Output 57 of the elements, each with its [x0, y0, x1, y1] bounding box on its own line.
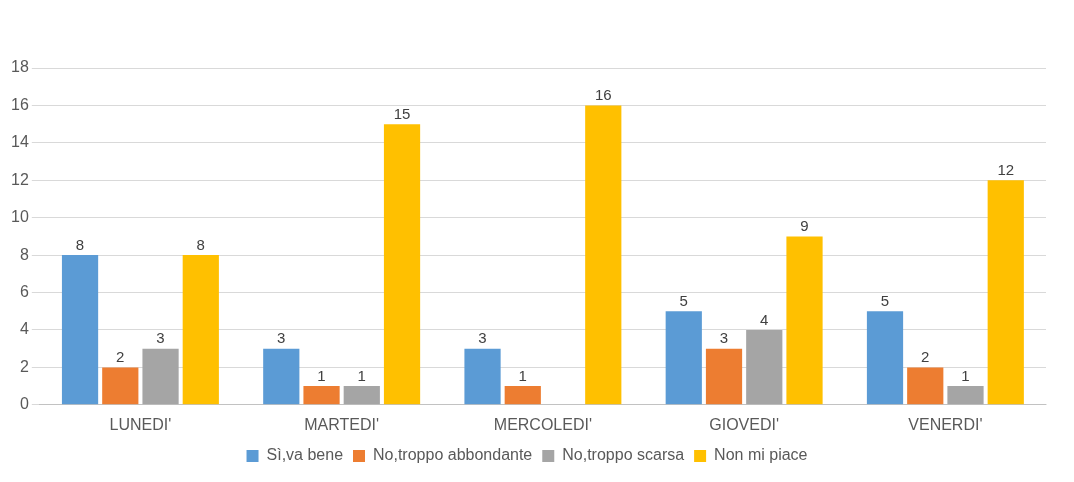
bar: [464, 348, 501, 405]
x-tick-label: VENERDI': [908, 415, 983, 433]
bar: [383, 124, 421, 405]
data-label: 16: [594, 86, 612, 104]
data-label: 8: [75, 235, 85, 253]
x-tick-label: GIOVEDI': [709, 415, 780, 433]
data-label: 15: [393, 104, 411, 122]
data-label: 5: [880, 291, 890, 309]
bar: [907, 367, 944, 405]
bar: [182, 255, 219, 405]
bar: [343, 386, 380, 405]
y-tick-label: 18: [11, 58, 29, 76]
bar: [303, 386, 340, 405]
data-label: 3: [156, 329, 165, 347]
data-label: 1: [518, 366, 527, 384]
legend-label: No,troppo scarsa: [562, 446, 685, 464]
legend-label: Non mi piace: [714, 446, 808, 464]
y-tick-label: 0: [19, 395, 29, 413]
x-tick-label: LUNEDI': [109, 415, 172, 433]
data-label: 1: [357, 366, 366, 384]
bar: [947, 386, 984, 405]
y-tick-label: 10: [11, 208, 29, 226]
data-label: 2: [116, 348, 125, 366]
bar: [866, 311, 904, 405]
y-tick-label: 8: [19, 245, 29, 263]
bar: [61, 255, 99, 405]
x-tick-label: MERCOLEDI': [493, 415, 592, 433]
bar: [585, 105, 622, 405]
data-label: 12: [997, 160, 1015, 178]
y-tick-label: 6: [19, 282, 29, 300]
legend-label: No,troppo abbondante: [373, 446, 533, 464]
data-label: 3: [478, 329, 487, 347]
bar: [705, 348, 743, 405]
data-label: 3: [719, 329, 729, 347]
data-label: 5: [679, 291, 688, 309]
y-tick-label: 16: [11, 95, 29, 113]
bar: [786, 236, 823, 405]
bar: [263, 348, 300, 405]
data-label: 1: [317, 366, 326, 384]
y-tick-label: 4: [19, 320, 29, 338]
data-label: 4: [760, 310, 769, 328]
bar: [102, 367, 139, 405]
x-tick-label: MARTEDI': [304, 415, 380, 433]
legend-label: Sì,va bene: [266, 446, 344, 464]
data-label: 8: [196, 235, 205, 253]
data-label: 2: [921, 348, 930, 366]
data-label: 9: [800, 217, 809, 235]
bar: [142, 348, 179, 405]
data-label: 1: [961, 366, 970, 384]
bar: [746, 329, 783, 405]
y-tick-label: 2: [19, 357, 29, 375]
bar: [504, 386, 541, 405]
bar: [987, 180, 1024, 405]
bar: [665, 311, 702, 405]
y-tick-label: 14: [11, 133, 29, 151]
y-tick-label: 12: [11, 170, 29, 188]
data-label: 3: [277, 329, 286, 347]
